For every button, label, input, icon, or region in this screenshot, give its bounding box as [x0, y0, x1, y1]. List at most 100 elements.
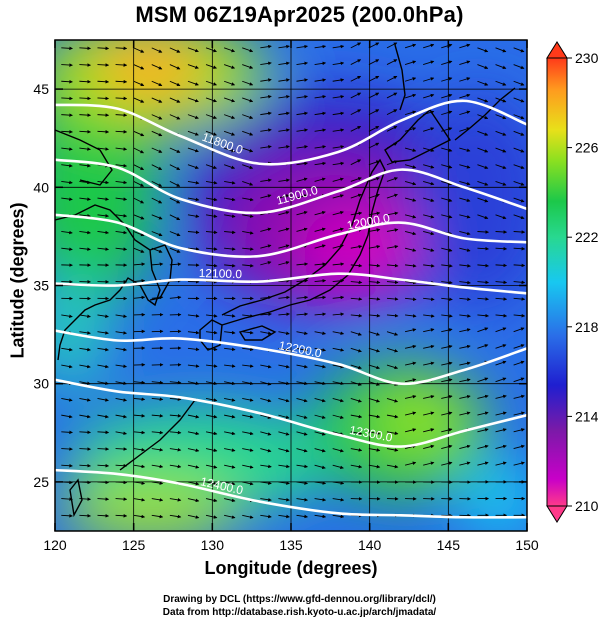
wind-arrow	[477, 461, 489, 466]
xtick-label-120: 120	[43, 537, 67, 553]
wind-arrow	[61, 463, 73, 468]
contour-12100.0	[55, 272, 527, 295]
field-magenta-core	[300, 205, 420, 295]
wind-arrow	[368, 364, 380, 370]
wind-arrow	[133, 295, 146, 300]
wind-arrow	[314, 128, 327, 132]
wind-arrow	[296, 497, 308, 502]
wind-arrow	[441, 247, 453, 252]
wind-arrow	[278, 111, 290, 116]
ytick-label-35: 35	[33, 278, 49, 294]
wind-arrow	[260, 194, 272, 199]
wind-arrow	[151, 231, 163, 237]
wind-arrow	[350, 398, 362, 403]
wind-arrow	[133, 279, 146, 283]
wind-arrow	[224, 397, 236, 402]
wind-arrow	[368, 464, 381, 469]
wind-arrow	[495, 80, 507, 86]
wind-arrow	[205, 197, 218, 202]
wind-arrow	[169, 197, 181, 204]
wind-arrow	[223, 164, 236, 170]
wind-arrow	[332, 128, 345, 132]
wind-arrow	[151, 380, 164, 385]
wind-arrow	[224, 230, 236, 235]
wind-arrow	[314, 347, 326, 352]
wind-arrow	[404, 461, 417, 466]
wind-arrow	[459, 344, 471, 349]
wind-arrow	[350, 297, 363, 301]
wind-arrow	[477, 377, 489, 383]
wind-arrow	[386, 431, 399, 436]
wind-arrow	[79, 314, 91, 319]
wind-arrow	[97, 46, 110, 51]
wind-arrow	[115, 46, 128, 51]
wind-arrow	[133, 64, 145, 70]
wind-arrow	[332, 464, 344, 470]
wind-arrow	[404, 411, 417, 416]
credit-drawing: Drawing by DCL (https://www.gfd-dennou.o…	[163, 594, 436, 605]
wind-arrow	[97, 414, 109, 419]
wind-arrow	[151, 214, 163, 220]
wind-arrow	[314, 44, 327, 49]
wind-arrow	[169, 181, 181, 187]
wind-arrow	[441, 147, 453, 152]
wind-arrow	[260, 312, 272, 316]
wind-arrow	[423, 231, 435, 236]
wind-arrow	[97, 96, 110, 101]
wind-arrow	[459, 147, 471, 152]
wind-arrow	[459, 264, 471, 268]
wind-arrow	[205, 364, 218, 368]
wind-arrow	[332, 94, 345, 99]
wind-arrow	[79, 364, 91, 369]
wind-arrow	[79, 79, 91, 84]
wind-arrow	[441, 280, 453, 285]
wind-arrow	[260, 244, 272, 249]
wind-arrow	[459, 197, 471, 203]
wind-arrow	[441, 378, 453, 383]
wind-arrow	[133, 262, 146, 266]
wind-arrow	[386, 59, 398, 65]
wind-arrow	[296, 194, 308, 199]
wind-arrow	[386, 244, 399, 249]
wind-arrow	[441, 180, 453, 186]
wind-arrow	[459, 43, 471, 49]
wind-arrow	[296, 397, 308, 403]
wind-arrow	[151, 447, 164, 452]
wind-arrow	[260, 497, 272, 502]
wind-arrow	[133, 147, 145, 154]
wind-arrow	[278, 145, 290, 149]
wind-arrow	[242, 47, 254, 53]
wind-arrow	[423, 314, 435, 318]
coast-hokkaido	[384, 108, 452, 163]
wind-arrow	[314, 262, 327, 266]
wind-arrow	[278, 295, 290, 300]
wind-arrow	[314, 161, 327, 166]
wind-arrow	[495, 263, 508, 268]
wind-arrow	[477, 313, 489, 318]
xtick-label-130: 130	[201, 537, 225, 553]
wind-arrow	[97, 63, 110, 67]
wind-arrow	[205, 498, 218, 503]
wind-arrow	[61, 63, 73, 67]
wind-arrow	[205, 114, 217, 119]
wind-arrow	[513, 327, 525, 333]
wind-arrow	[242, 80, 254, 86]
wind-arrow	[260, 397, 272, 403]
wind-arrow	[314, 397, 326, 403]
wind-arrow	[79, 147, 91, 151]
wind-arrow	[459, 361, 471, 366]
wind-arrow	[314, 364, 326, 369]
wind-arrow	[151, 397, 164, 401]
wind-arrow	[513, 80, 525, 86]
wind-arrow	[205, 431, 218, 436]
wind-arrow	[477, 297, 489, 301]
colorbar-label-230: 230	[575, 50, 599, 66]
wind-arrow	[79, 331, 91, 335]
wind-arrow	[79, 130, 91, 134]
wind-arrow	[368, 398, 380, 403]
wind-arrow	[350, 244, 363, 249]
wind-arrow	[386, 347, 399, 353]
wind-arrow	[513, 377, 525, 383]
wind-arrow	[368, 347, 380, 353]
contour-11800.0	[55, 99, 527, 166]
